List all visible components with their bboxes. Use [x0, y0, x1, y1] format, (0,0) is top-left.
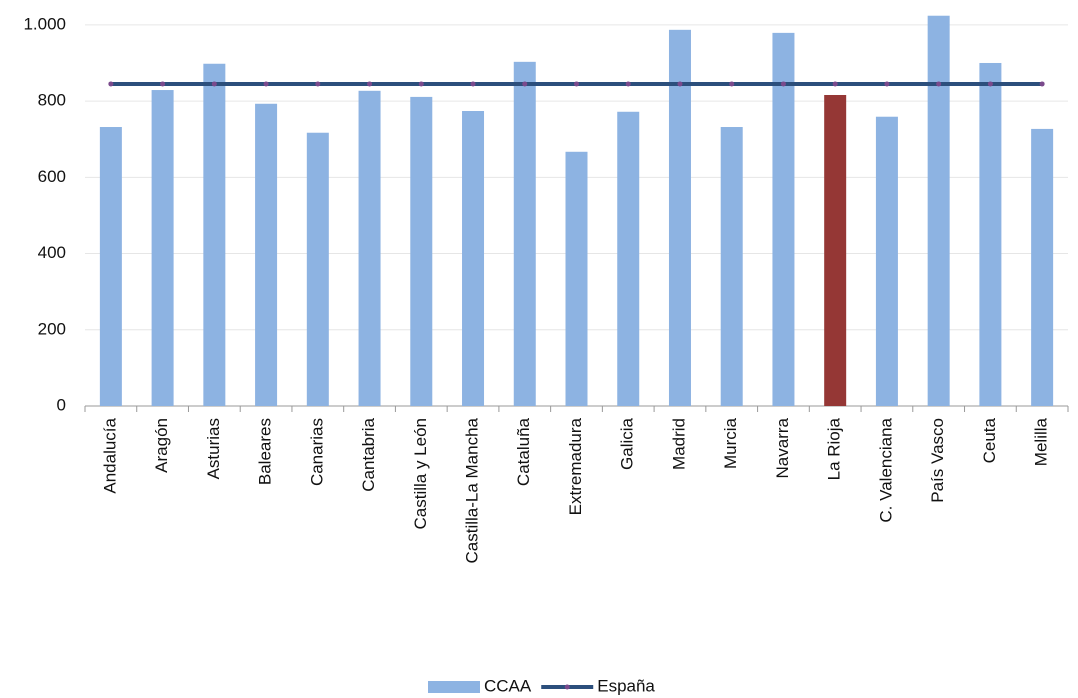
x-tick-label: C. Valenciana: [876, 417, 895, 522]
bar: [151, 90, 174, 407]
legend-label: España: [597, 676, 655, 695]
x-tick-label: País Vasco: [928, 418, 947, 503]
legend-marker: [564, 684, 570, 690]
x-tick-label: Castilla-La Mancha: [463, 417, 482, 563]
bar: [668, 29, 691, 407]
bar: [824, 94, 847, 407]
line-marker: [1039, 81, 1045, 87]
x-tick-label: Asturias: [204, 418, 223, 479]
x-tick-label: Castilla y León: [411, 418, 430, 530]
x-tick-label: Cataluña: [514, 417, 533, 486]
legend-swatch: [428, 681, 480, 693]
bar: [617, 111, 640, 406]
x-tick-label: Andalucía: [100, 417, 119, 493]
bar: [565, 151, 588, 406]
x-tick-label: Murcia: [721, 417, 740, 469]
bar: [462, 111, 485, 406]
x-tick-label: Extremadura: [566, 417, 585, 515]
line-marker: [160, 81, 166, 87]
bar: [927, 15, 950, 406]
bar: [875, 116, 898, 406]
y-tick-label: 600: [38, 167, 66, 186]
line-marker: [367, 81, 373, 87]
line-marker: [470, 81, 476, 87]
line-marker: [987, 81, 993, 87]
bar: [99, 127, 122, 406]
y-tick-label: 800: [38, 91, 66, 110]
line-marker: [263, 81, 269, 87]
y-tick-label: 0: [57, 395, 66, 414]
x-tick-label: Navarra: [773, 417, 792, 478]
line-marker: [418, 81, 424, 87]
line-marker: [677, 81, 683, 87]
line-marker: [522, 81, 528, 87]
x-tick-label: Ceuta: [980, 417, 999, 463]
line-marker: [729, 81, 735, 87]
bar: [772, 32, 795, 406]
line-marker: [315, 81, 321, 87]
x-tick-label: Aragón: [152, 418, 171, 473]
x-tick-label: Melilla: [1032, 417, 1051, 466]
y-tick-label: 200: [38, 319, 66, 338]
x-tick-label: Baleares: [256, 418, 275, 485]
x-tick-label: La Rioja: [825, 417, 844, 480]
bar: [203, 63, 226, 406]
line-marker: [625, 81, 631, 87]
x-tick-label: Madrid: [669, 418, 688, 470]
line-marker: [832, 81, 838, 87]
x-tick-label: Canarias: [307, 418, 326, 486]
bar: [358, 90, 381, 406]
line-marker: [574, 81, 579, 87]
bar: [513, 61, 536, 406]
bar: [1031, 128, 1054, 406]
bar: [720, 127, 743, 406]
bar: [979, 62, 1002, 406]
line-marker: [211, 81, 217, 87]
line-marker: [108, 81, 114, 87]
x-tick-label: Galicia: [618, 417, 637, 470]
bar: [255, 103, 278, 406]
line-marker: [936, 81, 942, 87]
y-tick-label: 400: [38, 243, 66, 262]
bar: [410, 96, 433, 406]
bar: [306, 132, 329, 406]
y-tick-label: 1.000: [23, 14, 66, 33]
line-marker: [884, 81, 890, 87]
legend-label: CCAA: [484, 676, 532, 695]
x-tick-label: Cantabria: [359, 417, 378, 491]
line-marker: [780, 81, 786, 87]
